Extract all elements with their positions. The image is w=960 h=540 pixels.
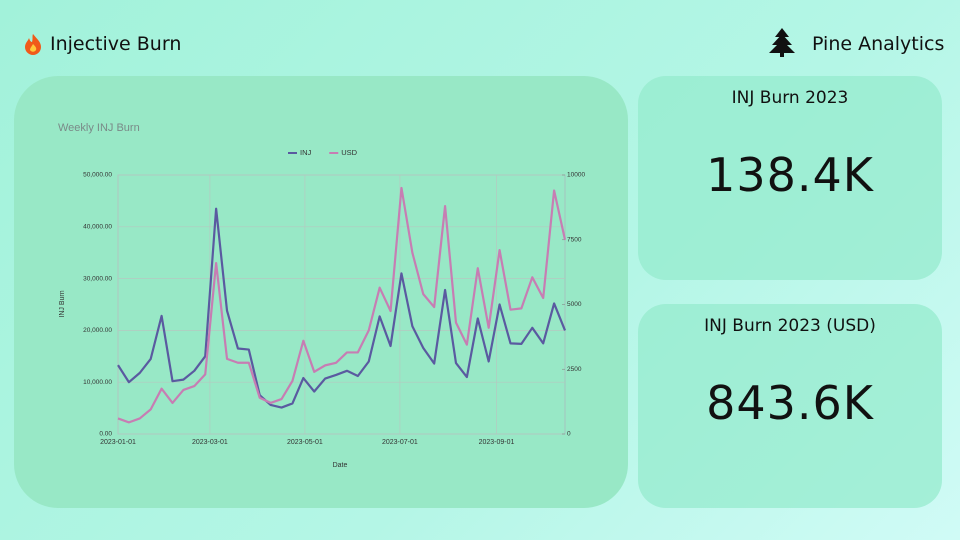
y2-tick-label: 2500 (567, 366, 582, 373)
y-tick-label: 40,000.00 (83, 224, 112, 231)
x-tick-label: 2023-09-01 (479, 439, 515, 446)
y2-tick-label: 10000 (567, 172, 585, 179)
flame-icon (25, 34, 41, 55)
y-tick-label: 10,000.00 (83, 379, 112, 386)
y2-tick-label: 5000 (567, 301, 582, 308)
y2-tick-label: 0 (567, 431, 571, 438)
chart-panel (14, 76, 628, 508)
line-series (117, 207, 567, 409)
y-tick-label: 50,000.00 (83, 172, 112, 179)
kpi-value: 843.6K (706, 376, 874, 430)
legend-label: INJ (300, 148, 312, 157)
y-axis-label: INJ Burn (59, 290, 66, 317)
chart-title: Weekly INJ Burn (58, 122, 140, 134)
kpi-label: INJ Burn 2023 (USD) (704, 316, 876, 336)
kpi-card: INJ Burn 2023 138.4K (638, 76, 942, 280)
x-tick-label: 2023-07-01 (382, 439, 418, 446)
kpi-value: 138.4K (706, 148, 874, 202)
header-brand: Pine Analytics (812, 33, 945, 55)
kpi-card: INJ Burn 2023 (USD) 843.6K (638, 304, 942, 508)
x-tick-label: 2023-03-01 (192, 439, 228, 446)
y-tick-label: 30,000.00 (83, 275, 112, 282)
kpi-label: INJ Burn 2023 (731, 88, 849, 108)
plot-area (117, 174, 566, 435)
y-tick-label: 0.00 (99, 431, 112, 438)
x-axis-label: Date (333, 462, 348, 469)
x-tick-label: 2023-05-01 (287, 439, 323, 446)
x-tick-label: 2023-01-01 (100, 439, 136, 446)
line-series (117, 186, 567, 424)
y2-tick-label: 7500 (567, 236, 582, 243)
y-tick-label: 20,000.00 (83, 327, 112, 334)
header-title: Injective Burn (50, 33, 182, 55)
legend-label: USD (341, 148, 357, 157)
brand-logo (769, 28, 795, 57)
